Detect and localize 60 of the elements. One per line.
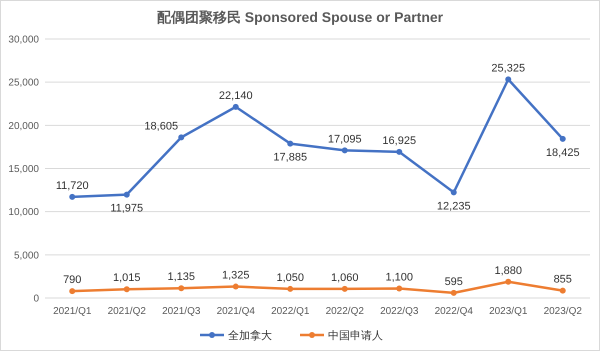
y-tick-label: 0 (33, 294, 40, 304)
data-label: 16,925 (382, 134, 416, 147)
data-label: 1,135 (167, 271, 196, 284)
point (342, 147, 348, 154)
y-tick-label: 10,000 (8, 207, 40, 218)
point (232, 284, 239, 290)
data-label: 11,975 (110, 202, 144, 215)
x-tick-label: 2022/Q2 (326, 306, 364, 317)
x-tick-label: 2023/Q1 (489, 306, 528, 317)
data-label: 855 (554, 274, 572, 286)
x-tick-label: 2023/Q2 (544, 306, 582, 317)
point (396, 286, 402, 292)
x-tick-label: 2021/Q4 (216, 306, 256, 317)
legend-label: 全加拿大 (228, 328, 272, 342)
point (69, 288, 76, 294)
point (124, 192, 130, 198)
y-tick-label: 5,000 (14, 250, 40, 262)
point (69, 194, 76, 200)
point (178, 134, 184, 140)
data-label: 12,235 (436, 200, 471, 212)
y-tick-label: 25,000 (8, 78, 40, 89)
data-label: 18,605 (144, 120, 178, 132)
data-label: 1,880 (494, 264, 522, 277)
data-label: 1,060 (330, 272, 359, 284)
x-tick-label: 2022/Q1 (271, 306, 310, 317)
point (396, 148, 402, 155)
y-tick-label: 30,000 (8, 34, 40, 46)
x-tick-label: 2021/Q1 (53, 306, 92, 317)
point (287, 286, 294, 292)
chart-title: 配偶团聚移民 Sponsored Spouse or Partner (156, 9, 444, 25)
point (450, 189, 457, 196)
data-label: 17,885 (273, 152, 308, 164)
point (287, 140, 294, 147)
point (560, 136, 566, 142)
legend-label: 中国申请人 (328, 328, 383, 342)
point (124, 286, 130, 292)
point (178, 285, 184, 292)
point (232, 104, 239, 110)
point (342, 286, 348, 292)
data-label: 18,425 (546, 146, 580, 159)
x-tick-label: 2021/Q2 (108, 306, 146, 317)
x-tick-label: 2021/Q3 (162, 306, 201, 317)
data-label: 1,100 (385, 272, 414, 284)
point (505, 278, 512, 285)
point (450, 290, 457, 296)
data-label: 25,325 (491, 62, 526, 74)
x-tick-label: 2022/Q4 (434, 306, 474, 317)
y-tick-label: 20,000 (8, 120, 40, 132)
y-tick-label: 15,000 (8, 164, 40, 175)
data-label: 790 (63, 274, 82, 286)
data-label: 22,140 (218, 90, 253, 102)
x-tick-label: 2022/Q3 (380, 306, 419, 317)
data-label: 1,050 (276, 272, 304, 284)
data-label: 11,720 (56, 180, 89, 192)
point (560, 288, 566, 294)
point (505, 76, 512, 82)
data-label: 1,015 (112, 272, 141, 284)
data-label: 1,325 (222, 270, 250, 282)
data-label: 17,095 (328, 133, 362, 146)
data-label: 595 (444, 276, 463, 288)
